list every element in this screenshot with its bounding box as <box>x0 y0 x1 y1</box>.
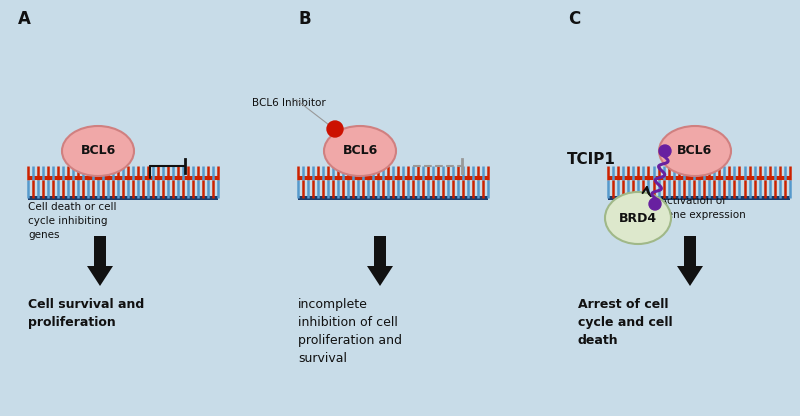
Bar <box>28 196 218 200</box>
Bar <box>28 176 218 180</box>
Ellipse shape <box>62 126 134 176</box>
Text: TCIP1: TCIP1 <box>567 151 616 166</box>
Text: Cell death or cell
cycle inhibiting
genes: Cell death or cell cycle inhibiting gene… <box>28 202 117 240</box>
Text: Arrest of cell
cycle and cell
death: Arrest of cell cycle and cell death <box>578 298 673 347</box>
Text: BCL6: BCL6 <box>80 144 116 158</box>
Bar <box>608 196 790 200</box>
Text: BRD4: BRD4 <box>619 211 657 225</box>
Text: Cell survival and
proliferation: Cell survival and proliferation <box>28 298 144 329</box>
Text: B: B <box>298 10 310 28</box>
FancyArrow shape <box>677 236 703 286</box>
Circle shape <box>649 198 661 210</box>
Ellipse shape <box>324 126 396 176</box>
FancyArrow shape <box>87 236 113 286</box>
FancyArrow shape <box>367 236 393 286</box>
Text: A: A <box>18 10 31 28</box>
Ellipse shape <box>605 192 671 244</box>
Bar <box>608 176 790 180</box>
Text: BCL6: BCL6 <box>678 144 713 158</box>
Ellipse shape <box>659 126 731 176</box>
Text: Activation of
gene expression: Activation of gene expression <box>660 196 746 220</box>
Text: BCL6 Inhibitor: BCL6 Inhibitor <box>252 98 326 108</box>
Circle shape <box>659 145 671 157</box>
Text: incomplete
inhibition of cell
proliferation and
survival: incomplete inhibition of cell proliferat… <box>298 298 402 365</box>
Text: C: C <box>568 10 580 28</box>
Circle shape <box>327 121 343 137</box>
Bar <box>298 196 488 200</box>
Bar <box>298 176 488 180</box>
Text: BCL6: BCL6 <box>342 144 378 158</box>
